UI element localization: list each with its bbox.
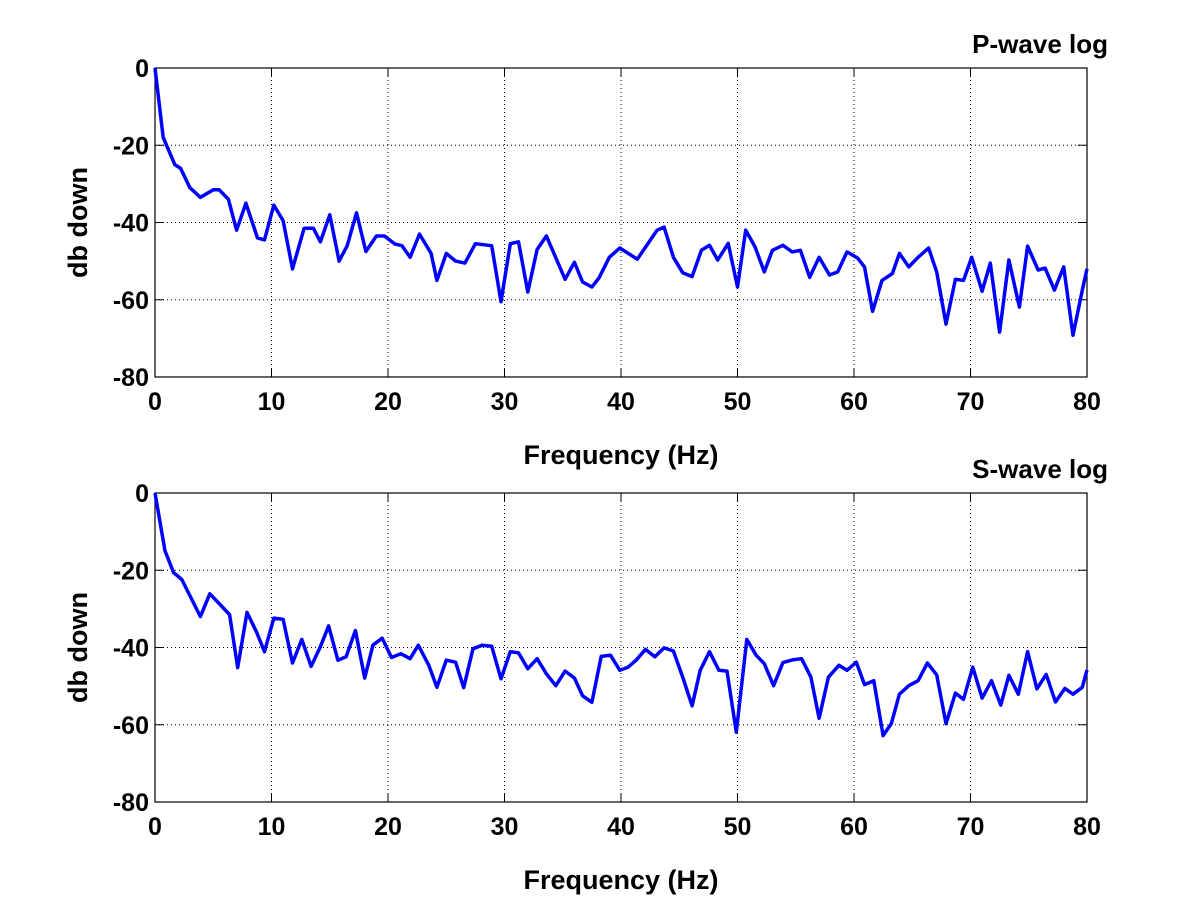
- y-tick-label: 0: [135, 55, 149, 83]
- axes-frame: [154, 67, 1088, 378]
- x-tick-label: 20: [374, 388, 402, 416]
- y-tick-label: -80: [113, 364, 149, 392]
- x-tick-label: 50: [724, 813, 752, 841]
- y-axis-label: db down: [63, 167, 93, 278]
- x-tick-label: 30: [491, 813, 519, 841]
- p-wave-axes: 0 10 20 30 40 50 60 70 80 0 -20 -40 -60 -80 P-wave log…: [63, 29, 1108, 470]
- x-tick-label: 60: [840, 813, 868, 841]
- s-wave-axes: 0 10 20 30 40 50 60 70 80 0 -20 -40 -60 -80 S-wave log…: [63, 454, 1108, 895]
- x-tick-label: 60: [840, 388, 868, 416]
- x-axis-label: Frequency (Hz): [523, 865, 718, 895]
- y-tick-label: -20: [113, 557, 149, 585]
- y-tick-label: -80: [113, 789, 149, 817]
- x-tick-label: 80: [1073, 388, 1101, 416]
- y-tick-label: -40: [113, 635, 149, 663]
- chart-title: S-wave log: [972, 454, 1108, 484]
- y-axis-label: db down: [63, 592, 93, 703]
- x-tick-label: 10: [258, 813, 286, 841]
- x-tick-label: 80: [1073, 813, 1101, 841]
- x-tick-label: 50: [724, 388, 752, 416]
- x-tick-label: 70: [957, 388, 985, 416]
- x-axis-label: Frequency (Hz): [523, 440, 718, 470]
- y-tick-label: -40: [113, 210, 149, 238]
- x-tick-label: 20: [374, 813, 402, 841]
- y-tick-label: -60: [113, 287, 149, 315]
- x-tick-label: 0: [148, 388, 162, 416]
- x-tick-label: 70: [957, 813, 985, 841]
- chart-title: P-wave log: [972, 29, 1108, 59]
- y-tick-label: 0: [135, 480, 149, 508]
- x-tick-label: 40: [607, 388, 635, 416]
- x-tick-label: 0: [148, 813, 162, 841]
- x-tick-label: 10: [258, 388, 286, 416]
- x-tick-label: 40: [607, 813, 635, 841]
- y-tick-label: -20: [113, 132, 149, 160]
- p-wave-spectrum-line: [153, 67, 1089, 338]
- x-tick-label: 30: [491, 388, 519, 416]
- axes-frame: [154, 492, 1088, 803]
- y-tick-label: -60: [113, 712, 149, 740]
